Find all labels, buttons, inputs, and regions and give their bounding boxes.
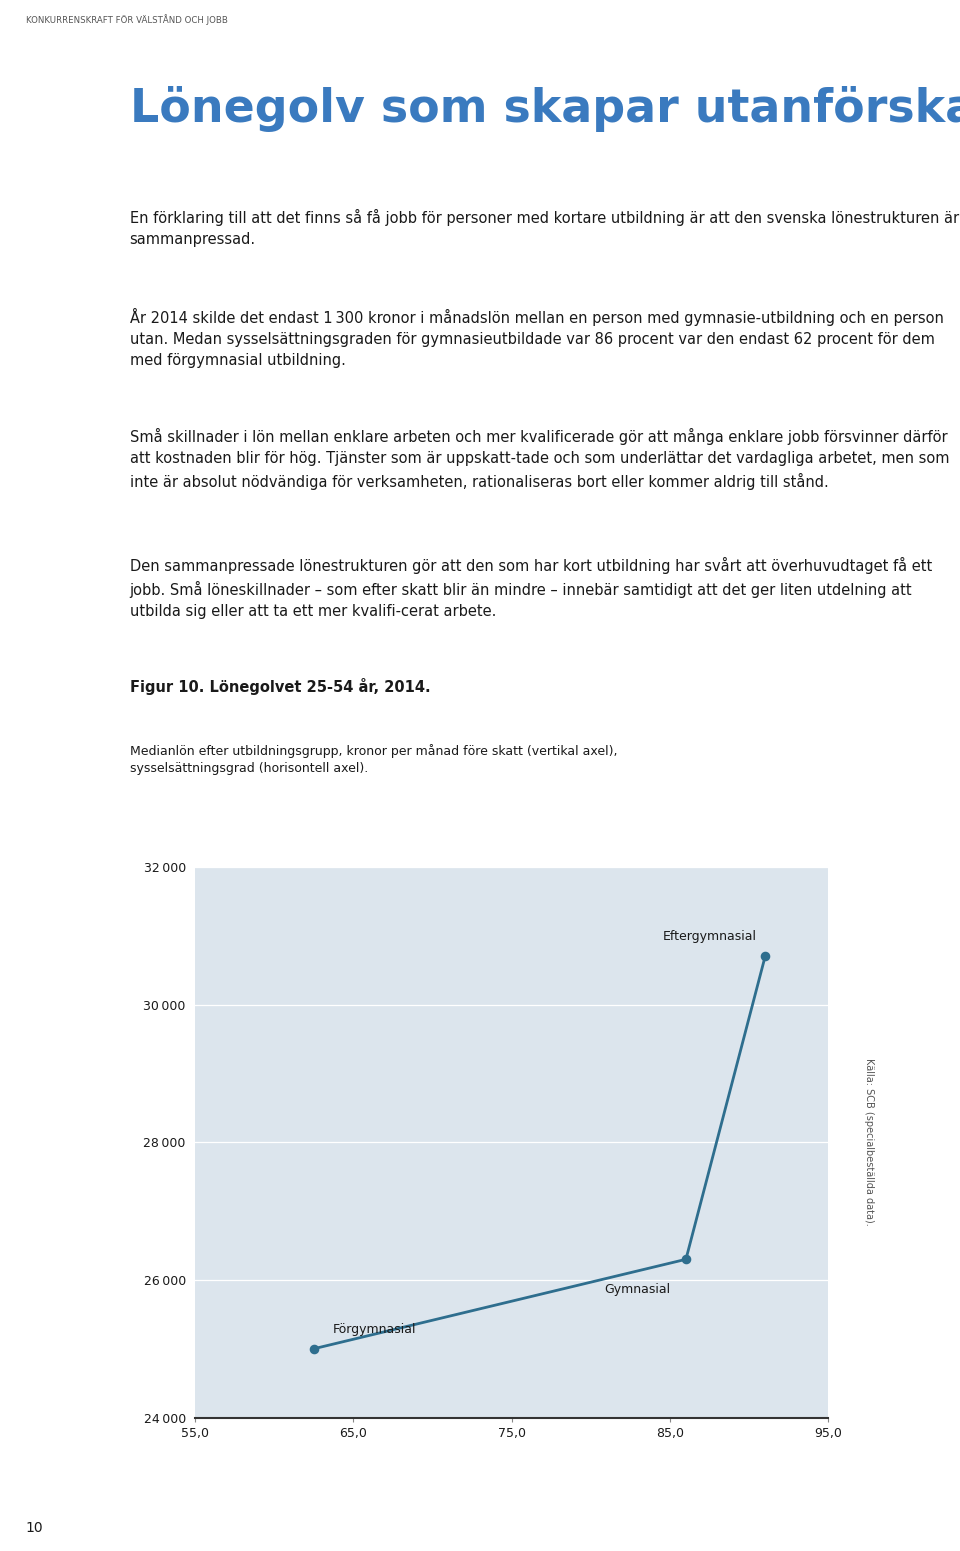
Text: År 2014 skilde det endast 1 300 kronor i månadslön mellan en person med gymnasie: År 2014 skilde det endast 1 300 kronor i… [130,309,944,369]
Point [679,1247,694,1272]
Text: En förklaring till att det finns så få jobb för personer med kortare utbildning : En förklaring till att det finns så få j… [130,209,959,248]
Text: KONKURRENSKRAFT FÖR VÄLSTÅND OCH JOBB: KONKURRENSKRAFT FÖR VÄLSTÅND OCH JOBB [26,14,228,25]
Text: Medianlön efter utbildningsgrupp, kronor per månad före skatt (vertikal axel),
s: Medianlön efter utbildningsgrupp, kronor… [130,744,617,776]
Text: Figur 10. Lönegolvet 25-54 år, 2014.: Figur 10. Lönegolvet 25-54 år, 2014. [130,678,430,695]
Text: Förgymnasial: Förgymnasial [333,1323,417,1337]
Text: Eftergymnasial: Eftergymnasial [663,929,757,943]
Point [306,1337,322,1362]
Point [757,945,773,969]
Text: Källa: SCB (specialbeställda data).: Källa: SCB (specialbeställda data). [864,1058,874,1227]
Text: 10: 10 [26,1522,43,1535]
Text: Lönegolv som skapar utanförskap: Lönegolv som skapar utanförskap [130,87,960,132]
Text: Små skillnader i lön mellan enklare arbeten och mer kvalificerade gör att många : Små skillnader i lön mellan enklare arbe… [130,428,949,490]
Text: Gymnasial: Gymnasial [604,1283,670,1297]
Text: Den sammanpressade lönestrukturen gör att den som har kort utbildning har svårt : Den sammanpressade lönestrukturen gör at… [130,557,932,619]
